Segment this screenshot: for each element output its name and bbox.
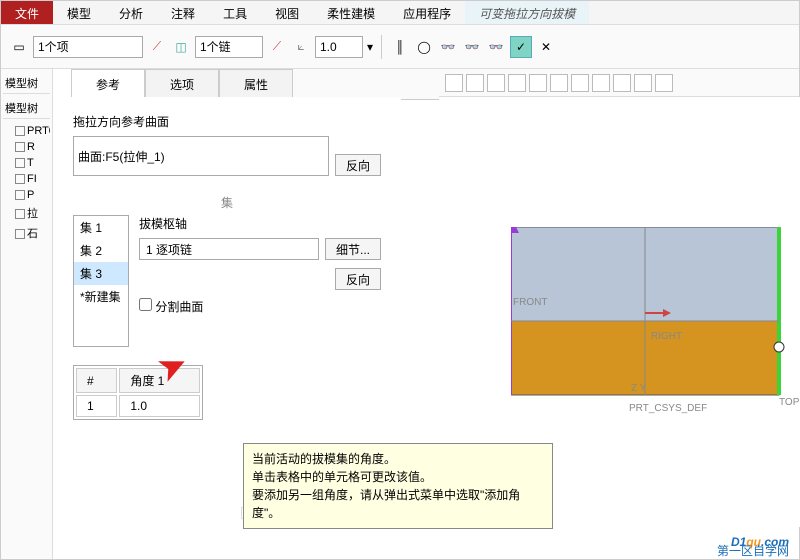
vt-icon[interactable] bbox=[592, 74, 610, 92]
reverse-button-1[interactable]: 反向 bbox=[335, 154, 381, 176]
menu-2[interactable]: 分析 bbox=[105, 1, 157, 24]
divider bbox=[381, 35, 382, 59]
detail-button[interactable]: 细节... bbox=[325, 238, 381, 260]
set-item[interactable]: 集 1 bbox=[74, 216, 128, 239]
tree-item[interactable]: 拉 bbox=[3, 203, 50, 223]
tree-header: 模型树 bbox=[3, 73, 50, 94]
menu-1[interactable]: 模型 bbox=[53, 1, 105, 24]
vt-icon[interactable] bbox=[508, 74, 526, 92]
split-label: 分割曲面 bbox=[155, 300, 203, 314]
tab-1[interactable]: 选项 bbox=[145, 69, 219, 99]
col-index: # bbox=[76, 368, 117, 393]
curve-label: 拖拉方向参考曲面 bbox=[73, 113, 381, 130]
set-item[interactable]: *新建集 bbox=[74, 285, 128, 308]
viewport-toolbar bbox=[439, 69, 799, 97]
angle-icon[interactable]: ⟀ bbox=[291, 37, 311, 57]
label-top: TOP bbox=[779, 397, 799, 408]
tree-item[interactable]: 石 bbox=[3, 223, 50, 243]
set-list[interactable]: 集 1集 2集 3*新建集 bbox=[73, 215, 129, 347]
menu-3[interactable]: 注释 bbox=[157, 1, 209, 24]
menu-0[interactable]: 文件 bbox=[1, 1, 53, 24]
tab-2[interactable]: 属性 bbox=[219, 69, 293, 99]
confirm-button[interactable]: ✓ bbox=[510, 36, 532, 58]
glasses-icon-1[interactable]: 👓 bbox=[438, 37, 458, 57]
vt-icon[interactable] bbox=[487, 74, 505, 92]
label-front: FRONT bbox=[513, 297, 547, 308]
cell-index[interactable]: 1 bbox=[76, 395, 117, 417]
menu-5[interactable]: 视图 bbox=[261, 1, 313, 24]
curve-input[interactable] bbox=[73, 136, 329, 176]
tool-icon-1[interactable]: ▭ bbox=[9, 37, 29, 57]
box-icon-1[interactable]: ◫ bbox=[171, 37, 191, 57]
input-angle[interactable] bbox=[315, 36, 363, 58]
menu-8[interactable]: 可变拖拉方向拔模 bbox=[465, 1, 589, 24]
circle-icon[interactable]: ◯ bbox=[414, 37, 434, 57]
tree-item[interactable]: PRT0 bbox=[3, 123, 50, 139]
vt-icon[interactable] bbox=[445, 74, 463, 92]
reference-panel: 拖拉方向参考曲面 反向 集 集 1集 2集 3*新建集 拔模枢轴 细节... 反… bbox=[53, 97, 401, 436]
tooltip-line: 要添加另一组角度，请从弹出式菜单中选取"添加角度"。 bbox=[252, 486, 544, 522]
tooltip: 当前活动的拔模集的角度。 单击表格中的单元格可更改该值。 要添加另一组角度，请从… bbox=[243, 443, 553, 529]
set-item[interactable]: 集 3 bbox=[74, 262, 128, 285]
vt-icon[interactable] bbox=[466, 74, 484, 92]
vt-icon[interactable] bbox=[613, 74, 631, 92]
split-checkbox[interactable] bbox=[139, 298, 152, 311]
tree-title: 模型树 bbox=[3, 98, 50, 119]
model-tree-panel: 模型树 模型树 PRT0RTFIP拉石 bbox=[1, 69, 53, 559]
vt-icon[interactable] bbox=[634, 74, 652, 92]
main-toolbar: ▭ ⟋ ◫ ⟋ ⟀ ▾ ║ ◯ 👓 👓 👓 ✓ ✕ bbox=[1, 25, 799, 69]
cell-angle[interactable]: 1.0 bbox=[119, 395, 200, 417]
tab-0[interactable]: 参考 bbox=[71, 69, 145, 99]
menu-4[interactable]: 工具 bbox=[209, 1, 261, 24]
dropdown-icon[interactable]: ▾ bbox=[367, 40, 373, 54]
vt-icon[interactable] bbox=[550, 74, 568, 92]
tooltip-line: 单击表格中的单元格可更改该值。 bbox=[252, 468, 544, 486]
set-divider: 集 bbox=[73, 194, 381, 211]
menu-bar: 文件模型分析注释工具视图柔性建模应用程序可变拖拉方向拔模 bbox=[1, 1, 799, 25]
cancel-button[interactable]: ✕ bbox=[536, 37, 556, 57]
tree-item[interactable]: P bbox=[3, 187, 50, 203]
reverse-button-2[interactable]: 反向 bbox=[335, 268, 381, 290]
menu-7[interactable]: 应用程序 bbox=[389, 1, 465, 24]
axis-label: 拔模枢轴 bbox=[139, 215, 381, 232]
input-items[interactable] bbox=[33, 36, 143, 58]
logo-subtitle: 第一区自学网 bbox=[717, 542, 789, 559]
axis-input[interactable] bbox=[139, 238, 319, 260]
slash-icon-1[interactable]: ⟋ bbox=[147, 37, 167, 57]
input-chain[interactable] bbox=[195, 36, 263, 58]
slash-icon-2[interactable]: ⟋ bbox=[267, 37, 287, 57]
vt-icon[interactable] bbox=[571, 74, 589, 92]
pause-icon[interactable]: ║ bbox=[390, 37, 410, 57]
tree-item[interactable]: R bbox=[3, 139, 50, 155]
label-right: RIGHT bbox=[651, 331, 682, 342]
glasses-icon-3[interactable]: 👓 bbox=[486, 37, 506, 57]
tree-item[interactable]: T bbox=[3, 155, 50, 171]
menu-6[interactable]: 柔性建模 bbox=[313, 1, 389, 24]
tree-item[interactable]: FI bbox=[3, 171, 50, 187]
label-axes: Z Y bbox=[631, 383, 646, 394]
vt-icon[interactable] bbox=[655, 74, 673, 92]
set-item[interactable]: 集 2 bbox=[74, 239, 128, 262]
tooltip-line: 当前活动的拔模集的角度。 bbox=[252, 450, 544, 468]
glasses-icon-2[interactable]: 👓 bbox=[462, 37, 482, 57]
label-csys: PRT_CSYS_DEF bbox=[629, 403, 707, 414]
model-render bbox=[511, 227, 800, 427]
vt-icon[interactable] bbox=[529, 74, 547, 92]
